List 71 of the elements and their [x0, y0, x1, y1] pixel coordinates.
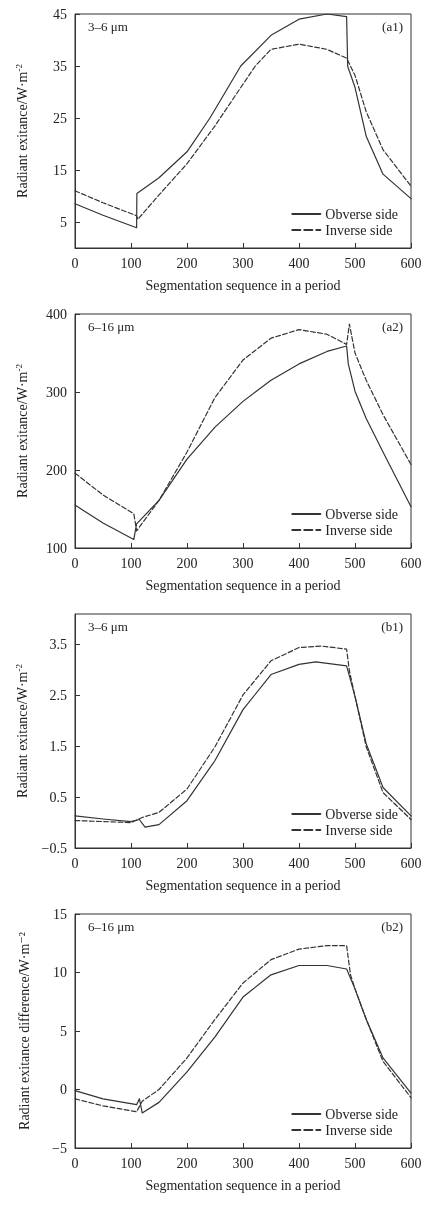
y-tick-label: 100 [46, 540, 67, 556]
x-axis-title: Segmentation sequence in a period [145, 577, 341, 593]
x-tick-label: 100 [120, 555, 142, 571]
x-tick-label: 300 [232, 555, 254, 571]
y-tick-label: 1.5 [49, 738, 67, 754]
x-tick-label: 0 [71, 255, 79, 271]
legend-label: Inverse side [325, 822, 393, 838]
y-tick-label: −0.5 [41, 840, 67, 856]
legend-label: Obverse side [325, 806, 398, 822]
x-tick-label: 300 [232, 255, 254, 271]
y-tick-label: 15 [53, 162, 67, 178]
y-tick-label: 200 [46, 462, 67, 478]
x-tick-label: 400 [288, 555, 310, 571]
y-axis-title: Radiant exitance difference/W·m⁻² [16, 932, 32, 1130]
x-tick-label: 300 [232, 855, 254, 871]
annotation: (a1) [382, 19, 404, 34]
x-tick-label: 600 [400, 255, 422, 271]
y-tick-label: 15 [53, 906, 67, 922]
x-tick-label: 500 [344, 255, 366, 271]
x-tick-label: 300 [232, 1155, 254, 1171]
y-axis-title: Radiant exitance/W·m-2 [13, 64, 30, 198]
y-tick-label: 25 [53, 110, 67, 126]
y-tick-label: 300 [46, 384, 67, 400]
annotation: (b2) [381, 919, 404, 934]
legend-label: Inverse side [325, 1122, 393, 1138]
annotation: 6–16 μm [88, 319, 135, 334]
x-tick-label: 600 [400, 855, 422, 871]
legend-label: Obverse side [325, 206, 398, 222]
y-tick-label: −5 [52, 1140, 67, 1156]
x-tick-label: 0 [71, 1155, 79, 1171]
annotation: 3–6 μm [88, 19, 128, 34]
x-tick-label: 200 [176, 855, 198, 871]
y-tick-label: 5 [60, 1023, 67, 1039]
y-tick-label: 400 [46, 306, 67, 322]
x-tick-label: 200 [176, 555, 198, 571]
x-axis-title: Segmentation sequence in a period [145, 1177, 341, 1193]
x-tick-label: 0 [71, 855, 79, 871]
x-tick-label: 600 [400, 1155, 422, 1171]
y-tick-label: 0 [60, 1082, 67, 1097]
y-axis-title: Radiant exitance/W·m-2 [13, 664, 30, 798]
y-tick-label: 10 [53, 965, 67, 980]
x-tick-label: 400 [288, 1155, 310, 1171]
x-tick-label: 600 [400, 555, 422, 571]
annotation: 3–6 μm [88, 619, 128, 634]
x-axis-title: Segmentation sequence in a period [145, 877, 341, 893]
annotation: (a2) [382, 319, 404, 334]
x-tick-label: 200 [176, 255, 198, 271]
legend-label: Inverse side [325, 222, 393, 238]
annotation: 6–16 μm [88, 919, 135, 934]
y-tick-label: 45 [53, 6, 67, 22]
y-tick-label: 5 [60, 214, 67, 230]
x-tick-label: 100 [120, 1155, 142, 1171]
y-tick-label: 3.5 [49, 637, 67, 653]
x-tick-label: 100 [120, 255, 142, 271]
legend-label: Obverse side [325, 1106, 398, 1122]
y-tick-label: 35 [53, 58, 67, 74]
y-tick-label: 0.5 [49, 789, 67, 805]
x-tick-label: 500 [344, 555, 366, 571]
legend-label: Inverse side [325, 522, 393, 538]
x-axis-title: Segmentation sequence in a period [145, 277, 341, 293]
y-tick-label: 2.5 [49, 687, 67, 703]
x-tick-label: 200 [176, 1155, 198, 1171]
annotation: (b1) [381, 619, 404, 634]
x-tick-label: 500 [344, 1155, 366, 1171]
x-tick-label: 400 [288, 855, 310, 871]
legend-label: Obverse side [325, 506, 398, 522]
x-tick-label: 100 [120, 855, 142, 871]
x-tick-label: 400 [288, 255, 310, 271]
y-axis-title: Radiant exitance/W·m-2 [13, 364, 30, 498]
x-tick-label: 500 [344, 855, 366, 871]
x-tick-label: 0 [71, 555, 79, 571]
